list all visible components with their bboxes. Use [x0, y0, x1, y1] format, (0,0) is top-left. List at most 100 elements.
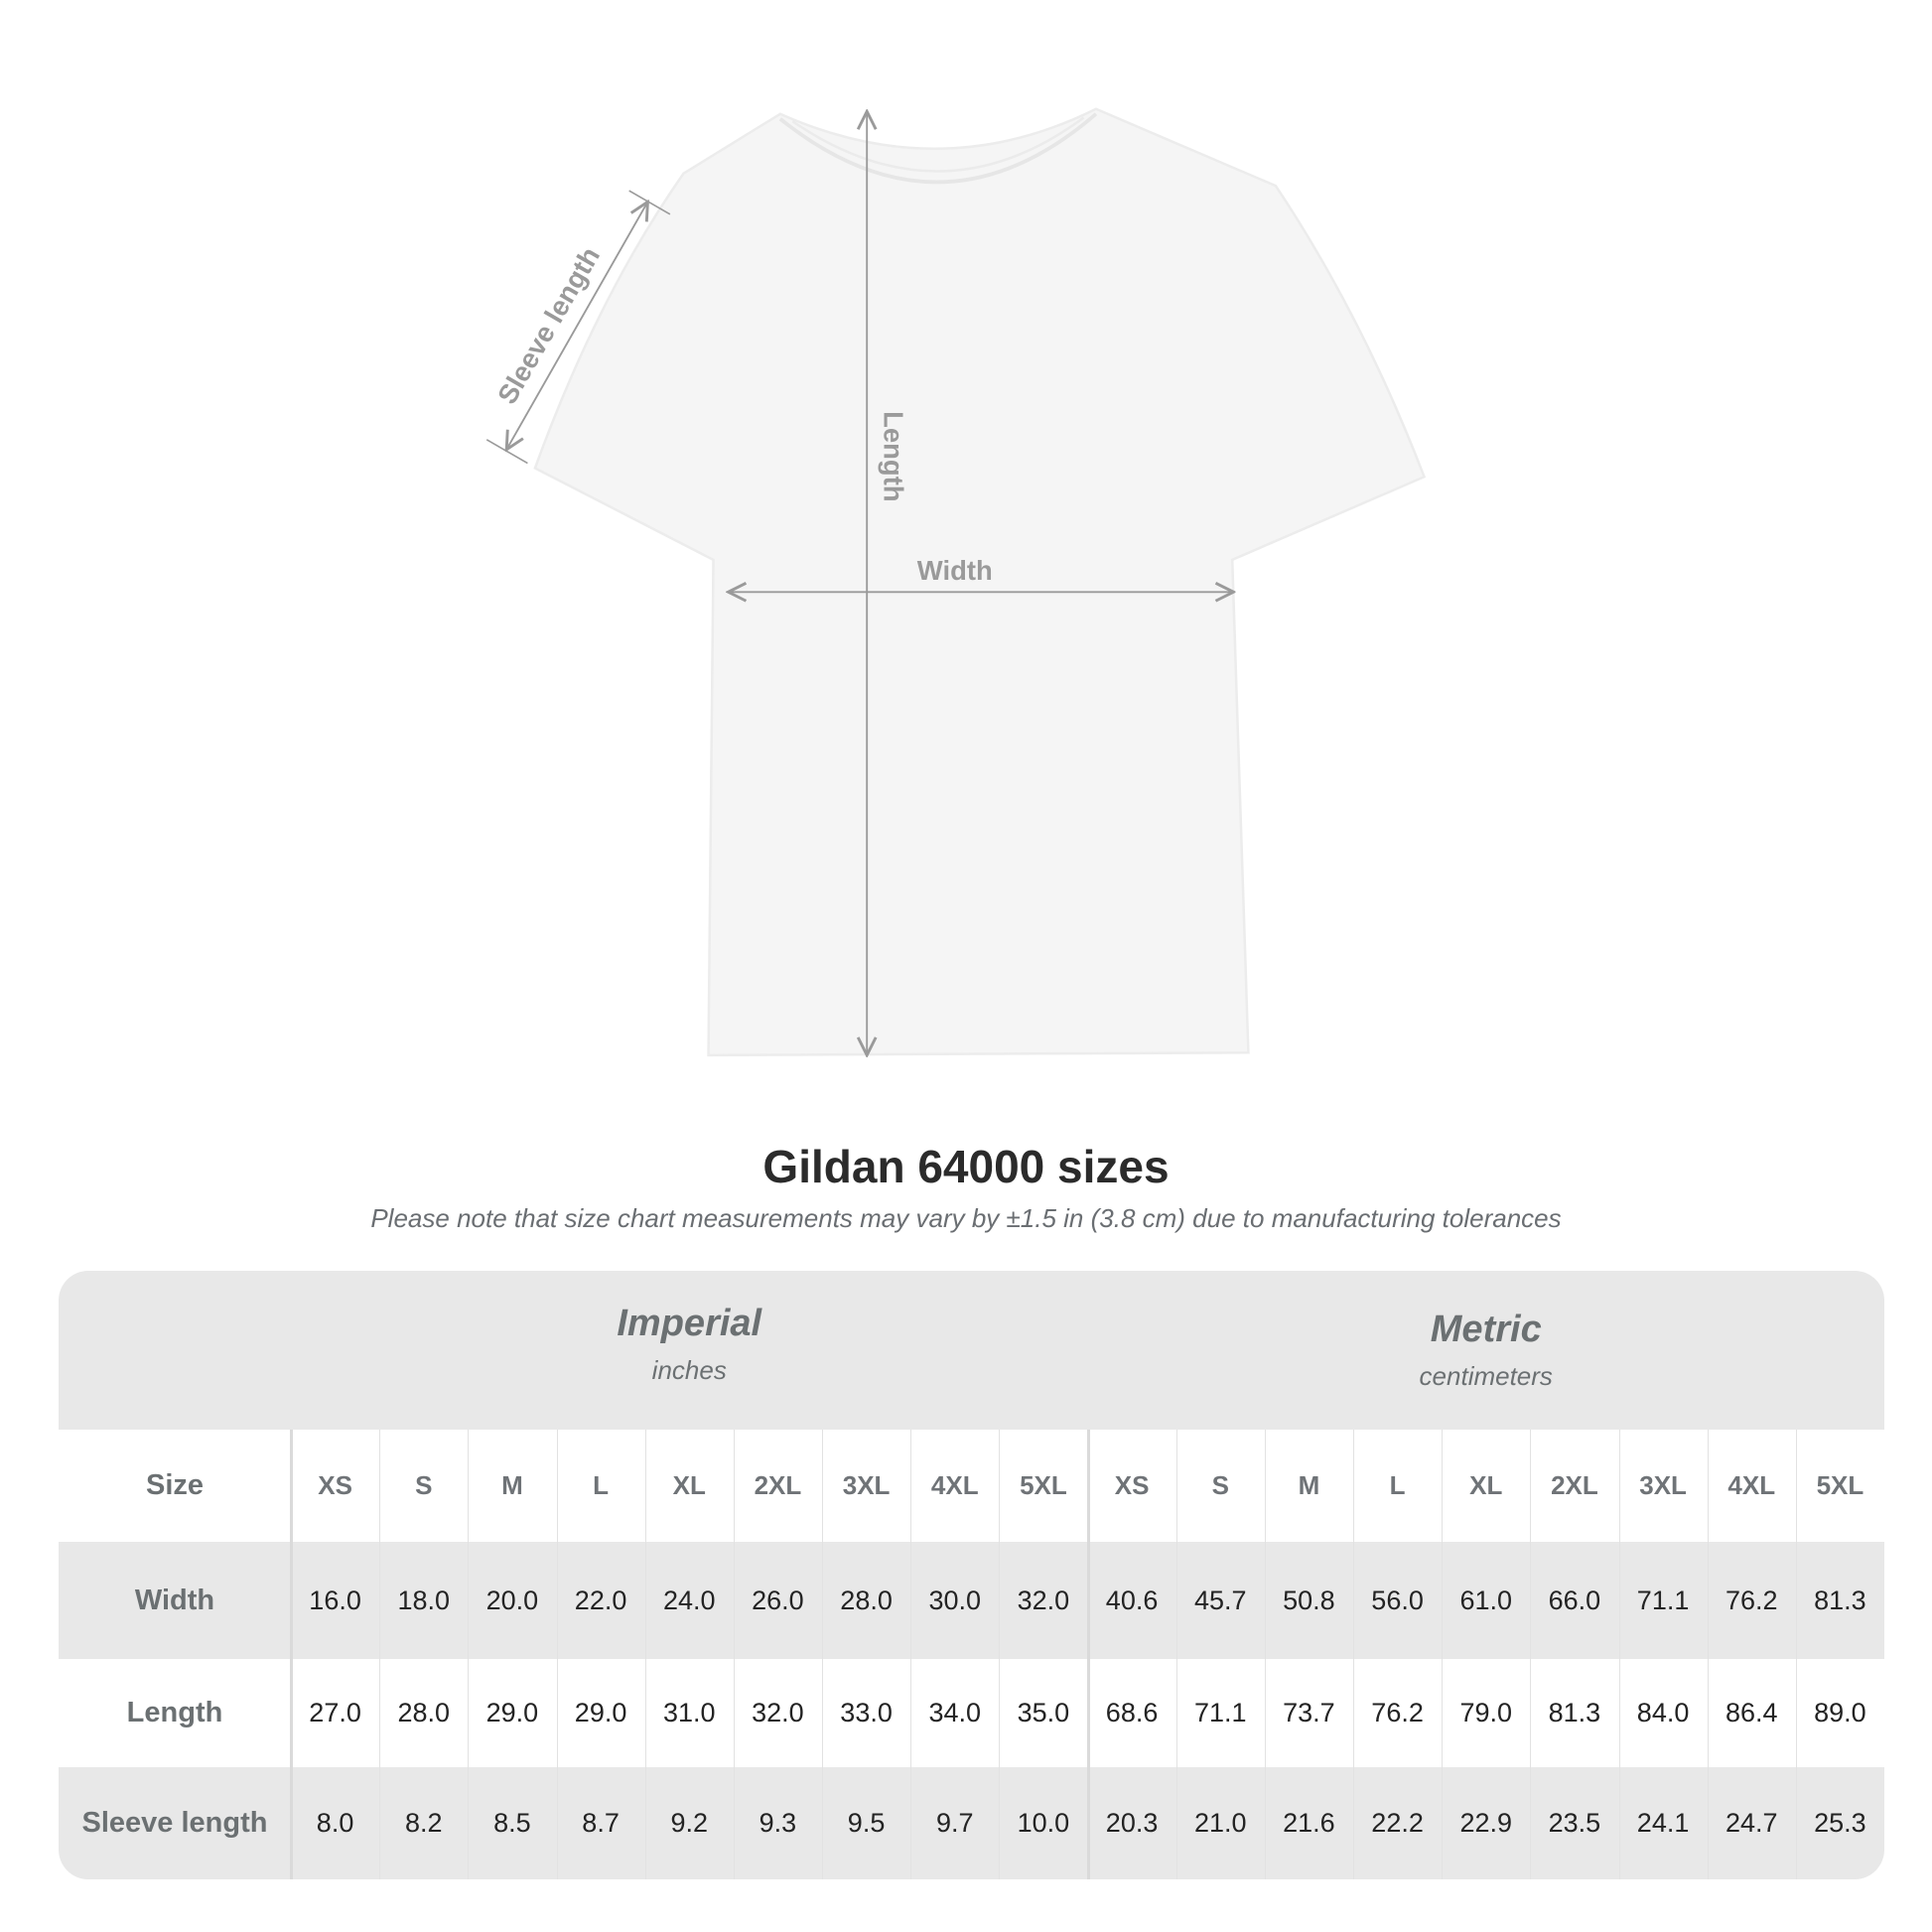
table-cell-imperial: 20.0	[485, 1585, 539, 1615]
imperial-header: Imperial inches	[291, 1271, 1088, 1461]
sleeve-measure-line	[506, 202, 647, 449]
row-band	[59, 1767, 1884, 1879]
collar-inner-edge	[791, 116, 1085, 173]
table-cell-imperial: 10.0	[1017, 1808, 1070, 1838]
table-cell-metric: 45.7	[1193, 1585, 1247, 1615]
column-divider	[556, 1430, 558, 1879]
table-cell-imperial: 32.0	[752, 1698, 804, 1727]
row-label: Length	[126, 1697, 223, 1728]
table-cell-metric: 22.9	[1459, 1808, 1513, 1838]
column-divider	[290, 1430, 293, 1879]
table-cell-imperial: 27.0	[309, 1698, 361, 1727]
table-cell-metric: 24.1	[1636, 1808, 1690, 1838]
column-divider	[1530, 1430, 1532, 1879]
metric-title: Metric	[1430, 1309, 1542, 1350]
size-header-metric: XL	[1469, 1470, 1503, 1500]
table-cell-metric: 81.3	[1814, 1585, 1866, 1615]
table-cell-imperial: 24.0	[662, 1585, 716, 1615]
chart-title: Gildan 64000 sizes	[762, 1141, 1170, 1192]
row-label: Width	[134, 1584, 215, 1616]
table-cell-imperial: 8.2	[404, 1808, 443, 1838]
size-header-imperial: 5XL	[1020, 1470, 1067, 1500]
table-cell-metric: 76.2	[1371, 1698, 1424, 1727]
table-cell-metric: 76.2	[1725, 1585, 1778, 1615]
table-cell-imperial: 8.5	[493, 1808, 531, 1838]
column-divider	[1795, 1430, 1797, 1879]
table-cell-metric: 68.6	[1105, 1698, 1159, 1727]
table-cell-imperial: 18.0	[397, 1585, 451, 1615]
table-cell-metric: 86.4	[1725, 1698, 1778, 1727]
table-cell-metric: 23.5	[1548, 1808, 1601, 1838]
size-header-imperial: M	[501, 1470, 523, 1500]
table-cell-imperial: 29.0	[485, 1698, 539, 1727]
table-cell-imperial: 22.0	[574, 1585, 627, 1615]
column-divider	[1353, 1430, 1354, 1879]
table-cell-metric: 71.1	[1636, 1585, 1690, 1615]
size-header-metric: M	[1298, 1470, 1320, 1500]
column-divider	[468, 1430, 470, 1879]
size-header-imperial: 4XL	[930, 1470, 979, 1500]
size-header-metric: XS	[1114, 1470, 1150, 1500]
table-cell-imperial: 35.0	[1017, 1698, 1070, 1727]
sleeve-tick-bottom	[485, 439, 528, 465]
table-cell-metric: 21.6	[1283, 1808, 1335, 1838]
row-band	[59, 1542, 1884, 1659]
table-cell-imperial: 9.7	[935, 1808, 974, 1838]
size-header-metric: L	[1389, 1470, 1406, 1500]
table-cell-imperial: 32.0	[1017, 1585, 1070, 1615]
column-divider	[379, 1430, 381, 1879]
size-row-label: Size	[145, 1469, 205, 1501]
size-header-imperial: 2XL	[754, 1470, 802, 1500]
table-cell-metric: 71.1	[1193, 1698, 1247, 1727]
metric-header: Metric centimeters	[1088, 1271, 1885, 1467]
table-cell-metric: 81.3	[1548, 1698, 1601, 1727]
size-header-metric: 3XL	[1639, 1470, 1687, 1500]
size-header-imperial: S	[415, 1470, 433, 1500]
size-header-metric: S	[1211, 1470, 1229, 1500]
table-cell-imperial: 8.0	[316, 1808, 354, 1838]
table-cell-metric: 84.0	[1636, 1698, 1690, 1727]
table-cell-imperial: 8.7	[582, 1808, 620, 1838]
column-divider	[733, 1430, 735, 1879]
size-header-imperial: L	[593, 1470, 610, 1500]
size-header-imperial: 3XL	[842, 1470, 891, 1500]
column-divider	[1175, 1430, 1177, 1879]
table-cell-metric: 40.6	[1105, 1585, 1159, 1615]
table-cell-imperial: 9.3	[759, 1808, 797, 1838]
table-cell-imperial: 33.0	[840, 1698, 893, 1727]
metric-unit: centimeters	[1419, 1361, 1553, 1391]
table-cell-metric: 73.7	[1283, 1698, 1335, 1727]
column-divider	[910, 1430, 912, 1879]
column-divider	[999, 1430, 1001, 1879]
size-header-imperial: XL	[672, 1470, 706, 1500]
table-cell-metric: 21.0	[1193, 1808, 1247, 1838]
width-label: Width	[917, 555, 993, 586]
table-cell-metric: 25.3	[1814, 1808, 1866, 1838]
size-header-metric: 4XL	[1727, 1470, 1776, 1500]
size-header-imperial: XS	[318, 1470, 352, 1500]
column-divider	[1618, 1430, 1620, 1879]
column-divider	[644, 1430, 646, 1879]
table-cell-metric: 56.0	[1371, 1585, 1424, 1615]
table-cell-imperial: 31.0	[662, 1698, 716, 1727]
table-cell-imperial: 9.5	[847, 1808, 886, 1838]
table-cell-imperial: 9.2	[670, 1808, 708, 1838]
imperial-title: Imperial	[617, 1303, 762, 1344]
table-cell-imperial: 16.0	[309, 1585, 361, 1615]
table-cell-metric: 50.8	[1283, 1585, 1335, 1615]
collar	[778, 112, 1098, 185]
length-label: Length	[879, 411, 909, 501]
column-divider	[1264, 1430, 1266, 1879]
column-divider	[1086, 1430, 1090, 1879]
table-cell-imperial: 29.0	[574, 1698, 627, 1727]
table-cell-metric: 22.2	[1371, 1808, 1424, 1838]
sleeve-tick-top	[628, 190, 671, 215]
table-cell-metric: 24.7	[1725, 1808, 1778, 1838]
size-table: Imperial inches Metric centimeters Size XS S M L…	[59, 1271, 1884, 1879]
column-divider	[1442, 1430, 1444, 1879]
row-label: Sleeve length	[81, 1807, 268, 1839]
table-cell-metric: 89.0	[1814, 1698, 1866, 1727]
row-band	[59, 1271, 1884, 1430]
tolerance-note: Please note that size chart measurements…	[370, 1203, 1562, 1233]
